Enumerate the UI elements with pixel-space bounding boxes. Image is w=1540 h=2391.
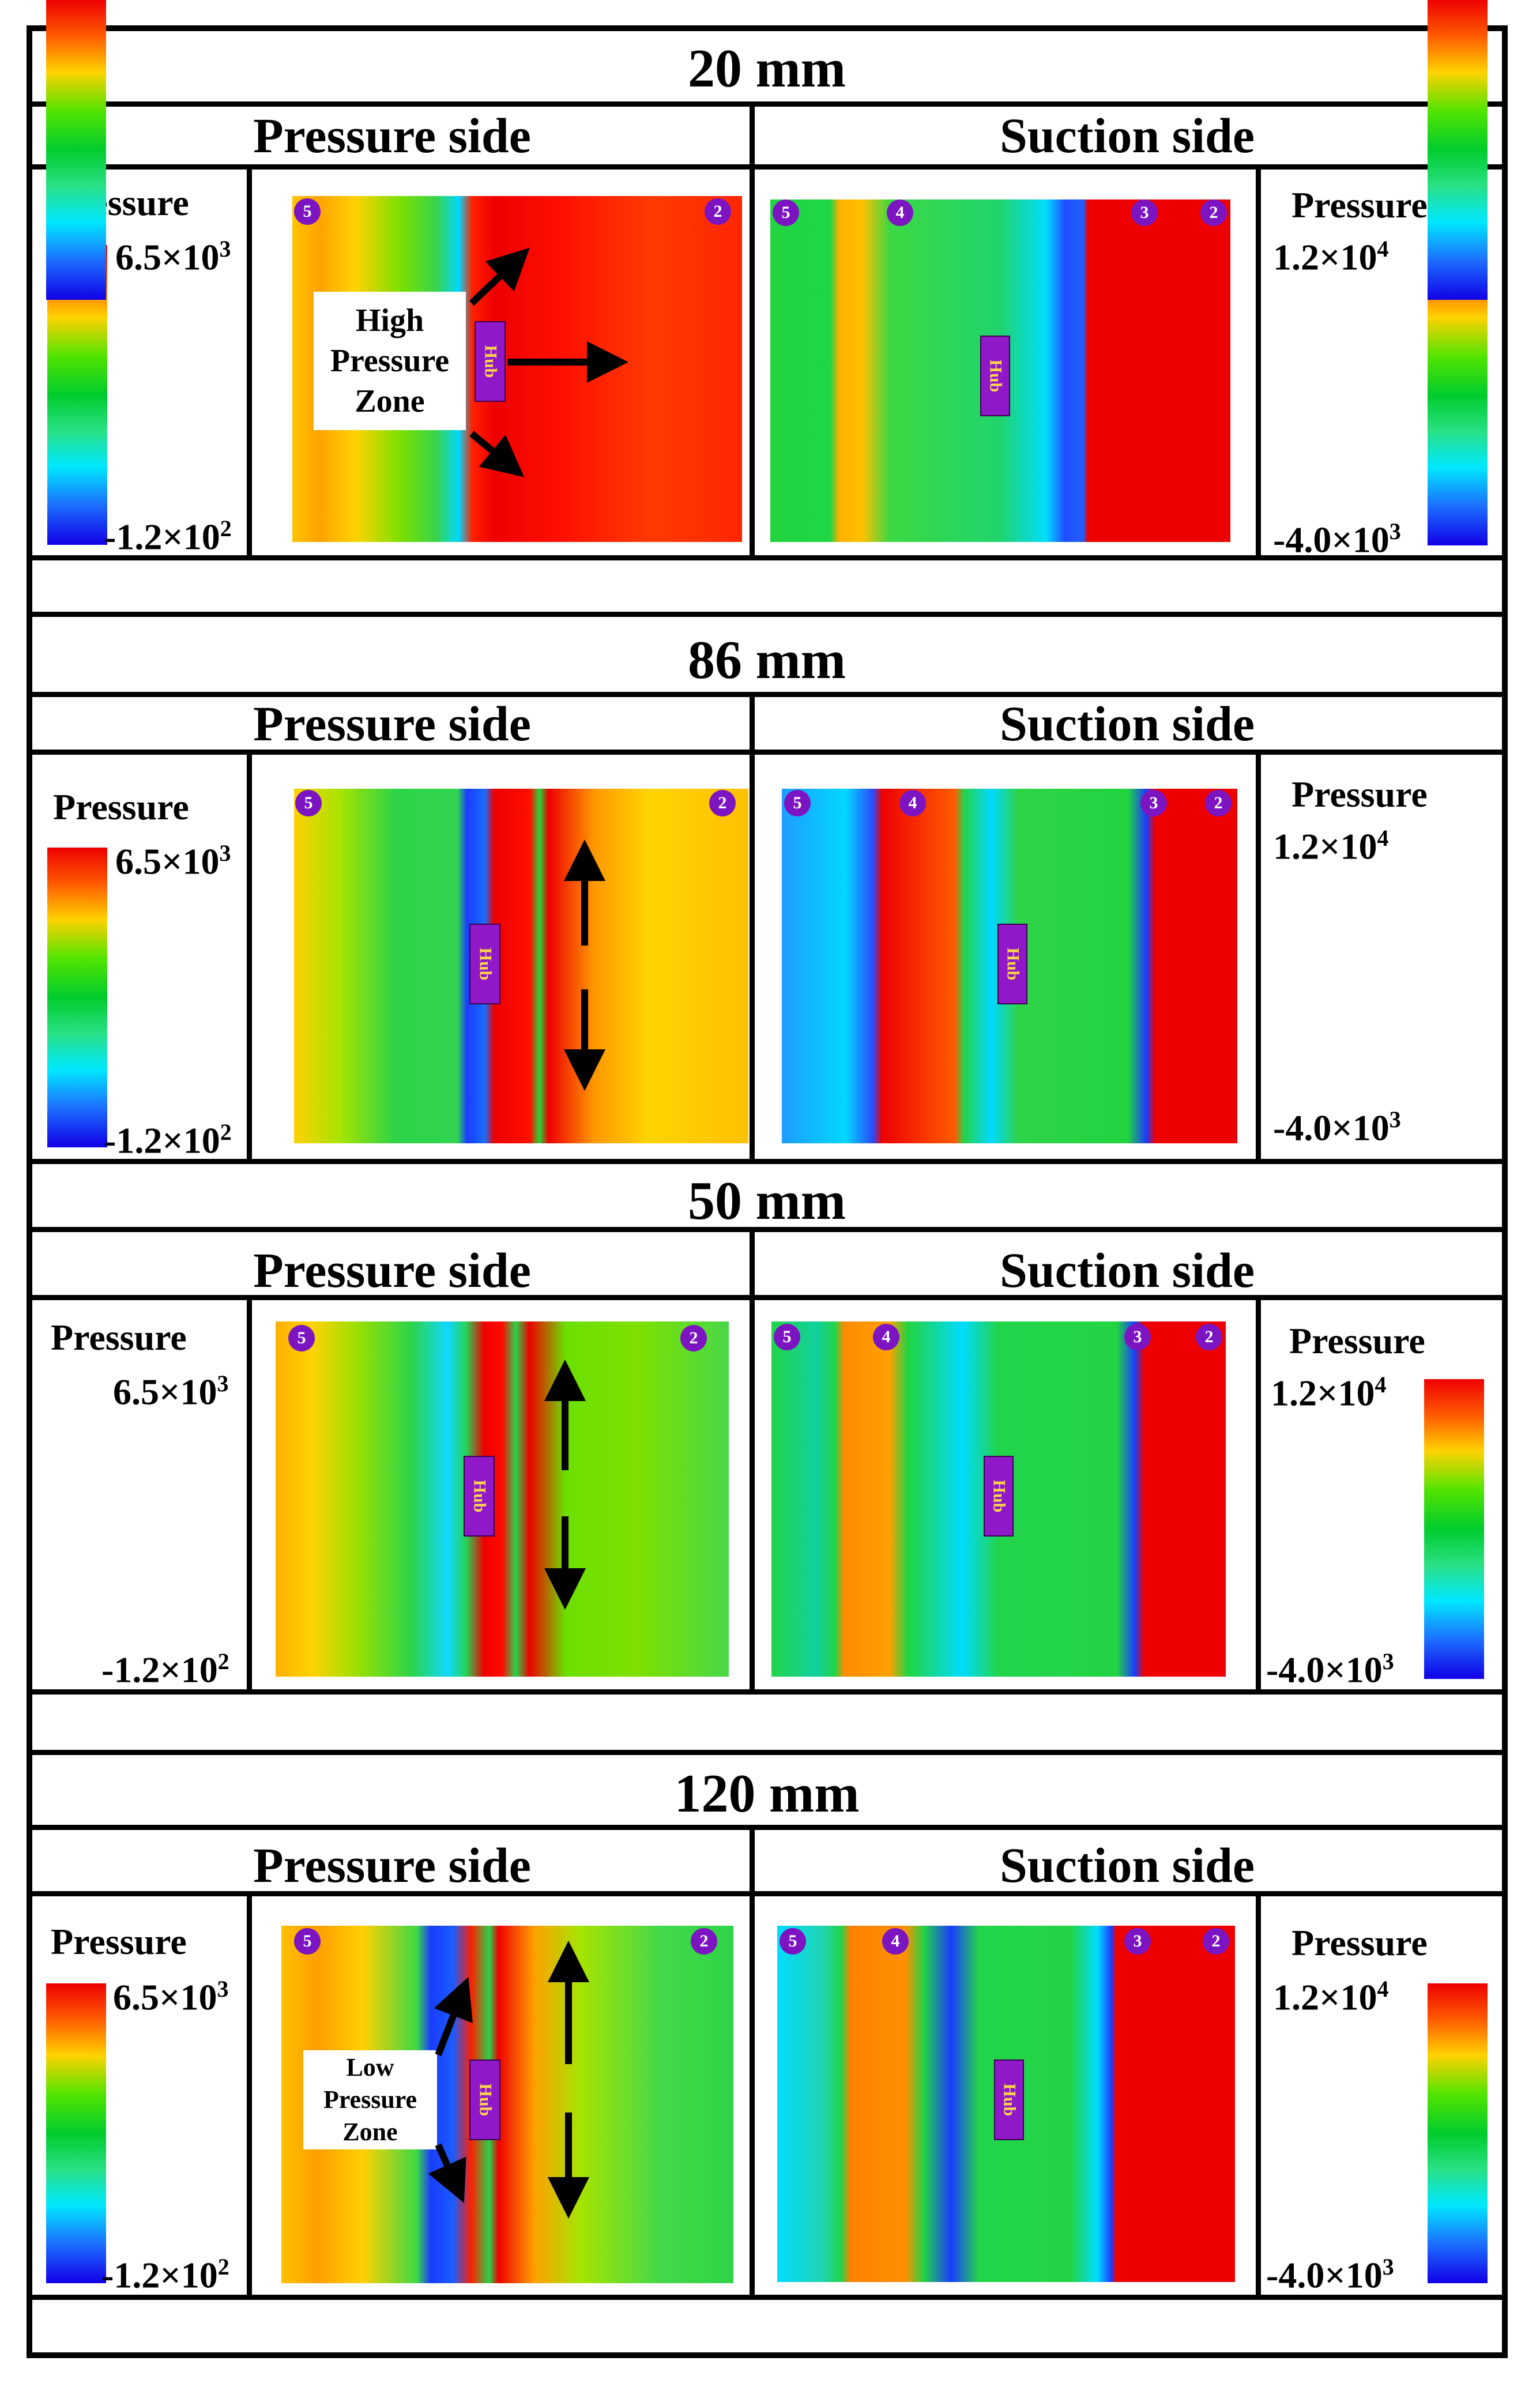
legend-title: Pressure: [1292, 774, 1428, 815]
section-title-86mm: 86 mm: [687, 630, 846, 690]
suction-colorbar: [1428, 1983, 1488, 2283]
blade-marker-2: 2: [680, 1325, 707, 1351]
legend-min: -1.2×102: [104, 1119, 232, 1161]
legend-title: Pressure: [1289, 1320, 1425, 1361]
hub-marker: Hub: [475, 321, 506, 402]
section-title-50mm: 50 mm: [687, 1171, 846, 1231]
blade-marker-4: 4: [887, 199, 913, 226]
divider: [27, 101, 1508, 107]
legend-min: -1.2×102: [101, 1648, 229, 1690]
divider: [27, 2295, 1508, 2300]
suction-side-title: Suction side: [999, 1838, 1255, 1893]
legend-max: 6.5×103: [115, 236, 231, 278]
legend-max: 1.2×104: [1273, 825, 1389, 867]
hub-marker: Hub: [997, 924, 1027, 1004]
blade-marker-4: 4: [882, 1928, 909, 1955]
contour-pressure-86mm: [294, 789, 748, 1143]
blade-marker-2: 2: [705, 198, 731, 225]
suction-colorbar: [1424, 1379, 1484, 1679]
pressure-colorbar: [46, 1983, 106, 2283]
blade-marker-5: 5: [780, 1928, 806, 1955]
blade-marker-5: 5: [295, 790, 322, 816]
hub-marker: Hub: [984, 1456, 1014, 1537]
suction-side-title: Suction side: [999, 1242, 1255, 1298]
blade-marker-5: 5: [784, 790, 811, 816]
blade-marker-2: 2: [1205, 790, 1232, 816]
blade-marker-3: 3: [1140, 790, 1167, 816]
blade-marker-2: 2: [1200, 199, 1227, 226]
low-pressure-zone-label: Low Pressure Zone: [303, 2050, 437, 2149]
blade-marker-3: 3: [1124, 1324, 1151, 1350]
blade-marker-2: 2: [1196, 1324, 1222, 1350]
blade-marker-5: 5: [773, 199, 799, 226]
divider: [27, 1891, 1508, 1896]
divider: [27, 692, 1508, 697]
legend-min: -4.0×103: [1273, 518, 1401, 560]
hub-marker: Hub: [980, 336, 1010, 416]
divider: [27, 1295, 1508, 1300]
legend-max: 1.2×104: [1273, 236, 1389, 278]
divider: [27, 750, 1508, 755]
contour-pressure-50mm: [276, 1321, 729, 1677]
legend-max: 6.5×103: [113, 1976, 229, 2018]
blade-marker-4: 4: [899, 790, 926, 816]
legend-min: -4.0×103: [1273, 1106, 1401, 1149]
blade-marker-2: 2: [691, 1928, 717, 1955]
pressure-side-title: Pressure side: [253, 108, 531, 163]
divider: [27, 1159, 1508, 1164]
suction-side-title: Suction side: [999, 696, 1255, 751]
hub-marker: Hub: [469, 2059, 500, 2140]
hub-marker: Hub: [994, 2059, 1024, 2140]
legend-title: Pressure: [53, 786, 189, 827]
blade-marker-2: 2: [1203, 1928, 1229, 1955]
legend-min: -1.2×102: [101, 2254, 229, 2296]
legend-title: Pressure: [51, 1317, 187, 1358]
legend-max: 6.5×103: [115, 840, 231, 882]
high-pressure-zone-label: High Pressure Zone: [314, 292, 466, 430]
blade-marker-3: 3: [1124, 1928, 1151, 1955]
section-title-20mm: 20 mm: [687, 39, 846, 99]
blade-marker-5: 5: [294, 1928, 321, 1955]
divider: [27, 1825, 1508, 1830]
section-title-120mm: 120 mm: [674, 1764, 860, 1824]
legend-min: -1.2×102: [104, 515, 232, 558]
blade-marker-5: 5: [288, 1325, 315, 1351]
suction-side-title: Suction side: [999, 108, 1255, 163]
divider: [27, 164, 1508, 170]
suction-colorbar: [1428, 0, 1488, 300]
legend-title: Pressure: [1292, 1922, 1428, 1963]
legend-min: -4.0×103: [1266, 2254, 1394, 2296]
legend-max: 6.5×103: [113, 1370, 229, 1413]
pressure-colorbar: [47, 848, 107, 1147]
legend-max: 1.2×104: [1273, 1976, 1389, 2018]
divider: [27, 1750, 1508, 1755]
divider: [27, 1689, 1508, 1695]
pressure-side-title: Pressure side: [253, 1242, 531, 1298]
blade-marker-3: 3: [1131, 199, 1158, 226]
blade-marker-5: 5: [774, 1324, 800, 1350]
blade-marker-4: 4: [873, 1324, 899, 1350]
legend-title: Pressure: [1292, 184, 1428, 225]
divider: [27, 612, 1508, 617]
blade-marker-5: 5: [294, 198, 321, 225]
divider: [27, 555, 1508, 560]
divider: [27, 1227, 1508, 1232]
legend-max: 1.2×104: [1271, 1372, 1387, 1414]
legend-min: -4.0×103: [1266, 1648, 1394, 1690]
hub-marker: Hub: [469, 924, 500, 1004]
blade-marker-2: 2: [709, 790, 736, 816]
legend-title: Pressure: [51, 1921, 187, 1962]
pressure-side-title: Pressure side: [253, 1838, 531, 1893]
pressure-colorbar: [46, 0, 106, 300]
pressure-side-title: Pressure side: [253, 696, 531, 751]
hub-marker: Hub: [464, 1456, 495, 1537]
